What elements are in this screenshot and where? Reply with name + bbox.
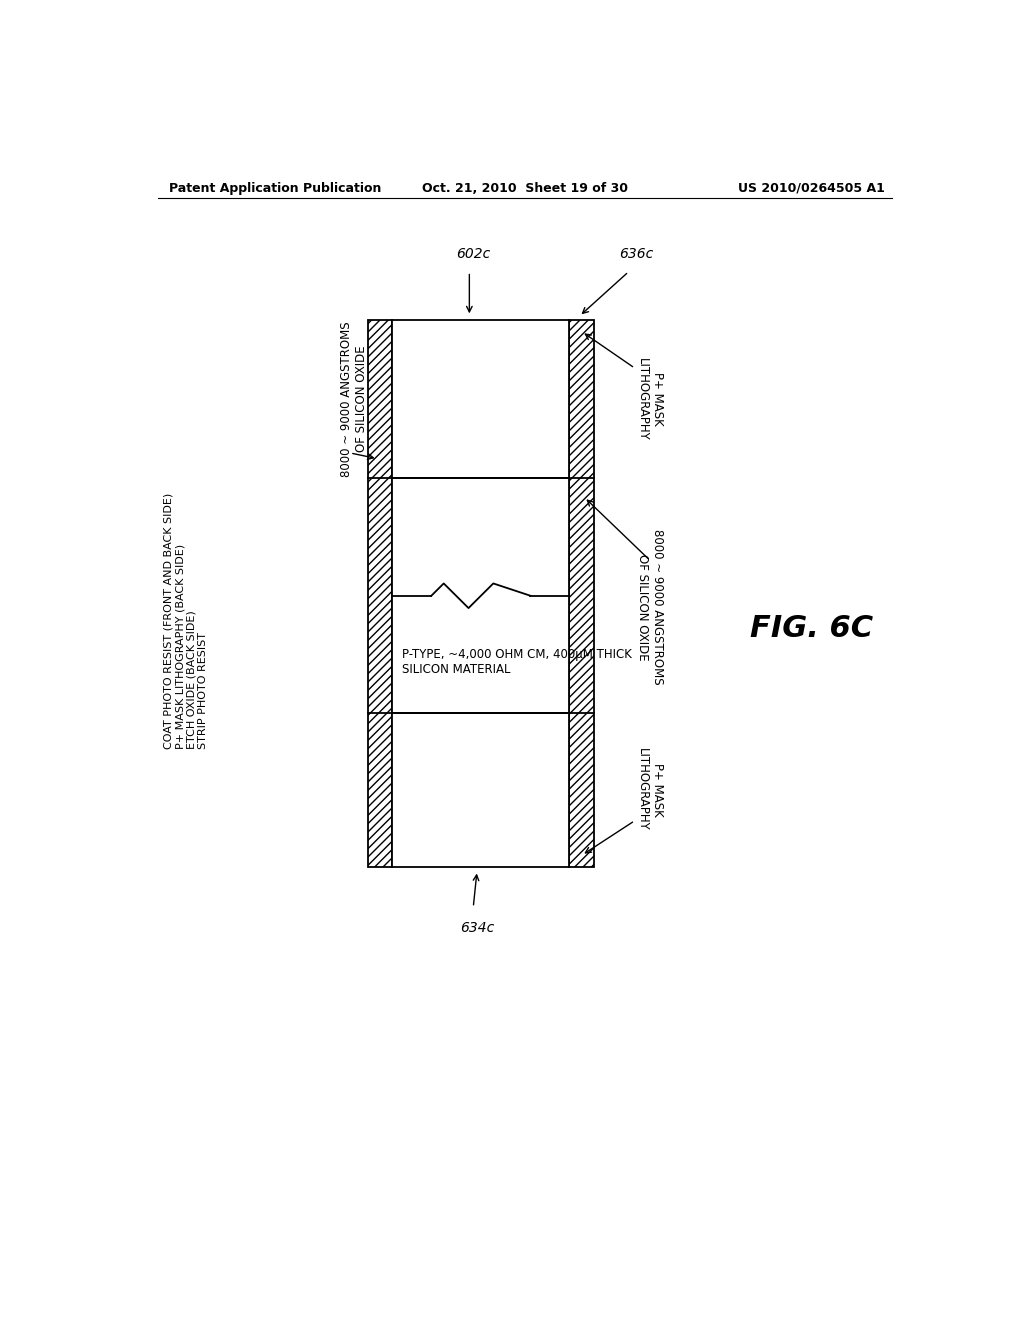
Text: COAT PHOTO RESIST (FRONT AND BACK SIDE)
P+ MASK LITHOGRAPHY (BACK SIDE)
ETCH OXI: COAT PHOTO RESIST (FRONT AND BACK SIDE) …	[164, 492, 209, 748]
Bar	[392, 713, 569, 867]
Text: 636c: 636c	[620, 247, 653, 261]
Text: P-TYPE, ~4,000 OHM CM, 400μM THICK
SILICON MATERIAL: P-TYPE, ~4,000 OHM CM, 400μM THICK SILIC…	[401, 648, 632, 676]
Text: P+ MASK
LITHOGRAPHY: P+ MASK LITHOGRAPHY	[636, 358, 665, 441]
Text: US 2010/0264505 A1: US 2010/0264505 A1	[738, 182, 885, 194]
Text: 8000 ~ 9000 ANGSTROMS
OF SILICON OXIDE: 8000 ~ 9000 ANGSTROMS OF SILICON OXIDE	[636, 529, 665, 685]
Text: FIG. 6C: FIG. 6C	[751, 614, 873, 643]
Bar	[392, 478, 569, 713]
Text: P+ MASK
LITHOGRAPHY: P+ MASK LITHOGRAPHY	[636, 748, 665, 832]
Text: Patent Application Publication: Patent Application Publication	[169, 182, 381, 194]
Bar	[368, 321, 392, 867]
Text: 602c: 602c	[456, 247, 490, 261]
Text: 8000 ~ 9000 ANGSTROMS
OF SILICON OXIDE: 8000 ~ 9000 ANGSTROMS OF SILICON OXIDE	[340, 321, 368, 477]
Bar	[392, 321, 569, 478]
Bar	[569, 321, 594, 867]
Text: Oct. 21, 2010  Sheet 19 of 30: Oct. 21, 2010 Sheet 19 of 30	[422, 182, 628, 194]
Text: 634c: 634c	[460, 921, 495, 935]
